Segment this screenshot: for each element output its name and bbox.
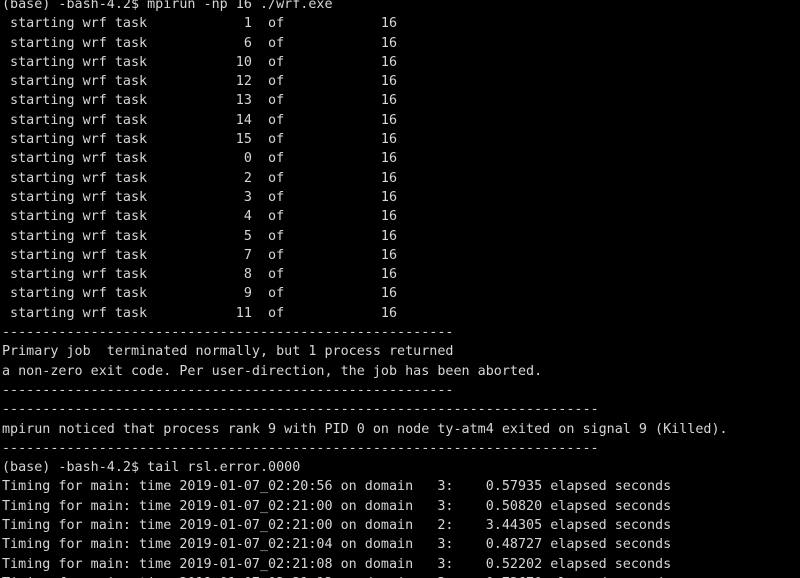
terminal-line: starting wrf task 1 of 16 <box>2 16 398 32</box>
terminal-line: Primary job terminated normally, but 1 p… <box>2 344 454 360</box>
terminal-line: ----------------------------------------… <box>2 402 599 418</box>
terminal-line: starting wrf task 13 of 16 <box>2 93 398 109</box>
terminal-line: ----------------------------------------… <box>2 382 454 398</box>
terminal-line: mpirun noticed that process rank 9 with … <box>2 421 728 437</box>
terminal-line: Timing for main: time 2019-01-07_02:21:0… <box>2 498 672 514</box>
terminal-line: Timing for main: time 2019-01-07_02:21:0… <box>2 556 672 572</box>
terminal-line: starting wrf task 5 of 16 <box>2 228 398 244</box>
terminal-line: Timing for main: time 2019-01-07_02:21:0… <box>2 518 672 534</box>
terminal-line: starting wrf task 4 of 16 <box>2 209 398 225</box>
terminal-line: starting wrf task 12 of 16 <box>2 74 398 90</box>
terminal-line: Timing for main: time 2019-01-07_02:20:5… <box>2 479 672 495</box>
terminal-line: starting wrf task 0 of 16 <box>2 151 398 167</box>
terminal-line: starting wrf task 7 of 16 <box>2 247 398 263</box>
terminal-line: starting wrf task 9 of 16 <box>2 286 398 302</box>
terminal-line: starting wrf task 10 of 16 <box>2 54 398 70</box>
terminal-line: (base) -bash-4.2$ tail rsl.error.0000 <box>2 460 301 476</box>
terminal-line: ----------------------------------------… <box>2 325 454 341</box>
terminal-line: (base) -bash-4.2$ mpirun -np 16 ./wrf.ex… <box>2 0 333 12</box>
terminal-line: a non-zero exit code. Per user-direction… <box>2 363 543 379</box>
terminal-line: starting wrf task 3 of 16 <box>2 189 398 205</box>
terminal-line: Timing for main: time 2019-01-07_02:21:0… <box>2 537 672 553</box>
terminal-line: ----------------------------------------… <box>2 440 599 456</box>
terminal-line: starting wrf task 6 of 16 <box>2 35 398 51</box>
terminal-line: Timing for main: time 2019-01-07_02:21:1… <box>2 574 800 578</box>
terminal-line: starting wrf task 14 of 16 <box>2 112 398 128</box>
terminal-line: starting wrf task 2 of 16 <box>2 170 398 186</box>
terminal-line: starting wrf task 8 of 16 <box>2 267 398 283</box>
terminal-line: starting wrf task 11 of 16 <box>2 305 398 321</box>
terminal-line: starting wrf task 15 of 16 <box>2 132 398 148</box>
